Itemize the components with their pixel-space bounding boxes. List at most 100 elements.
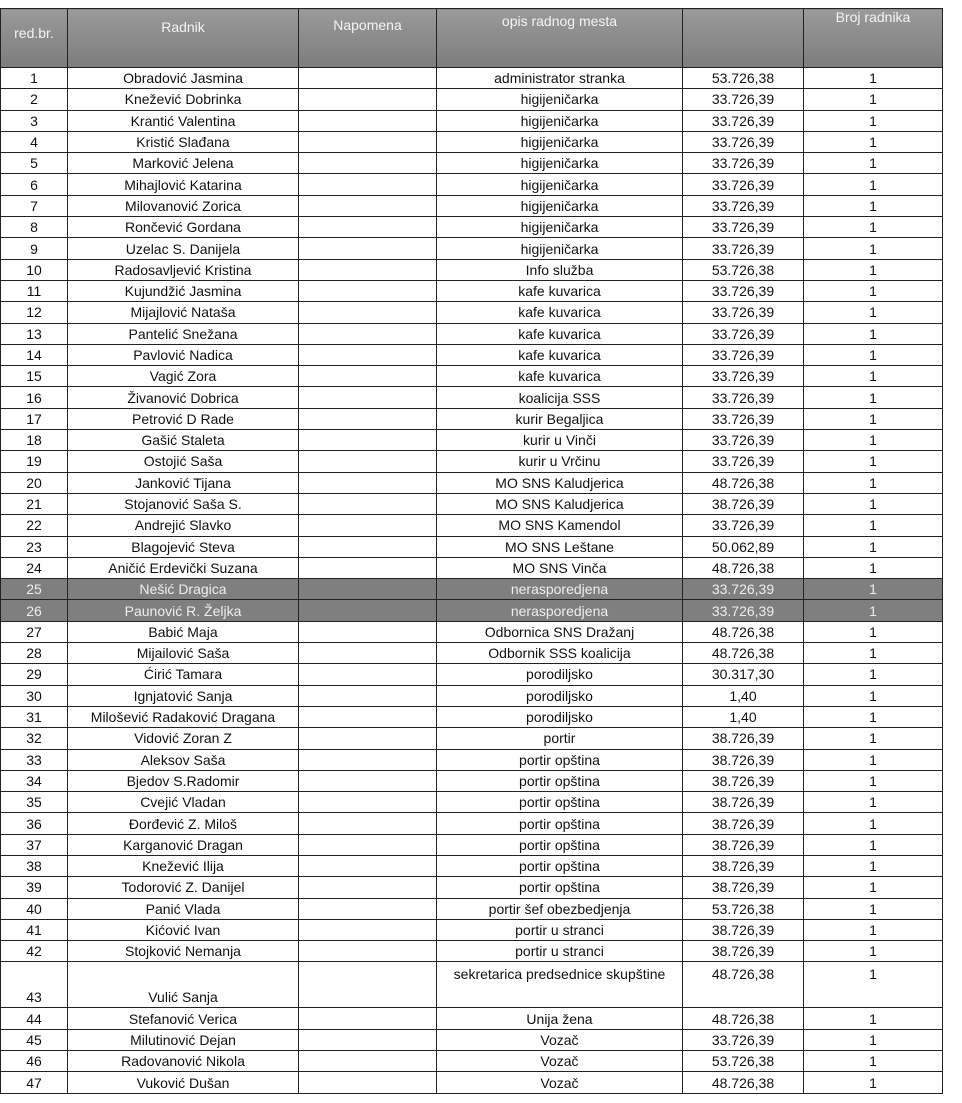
cell-note <box>298 109 437 132</box>
table-row: 40 Panić Vlada portir šef obezbedjenja 53.7… <box>0 897 943 920</box>
cell-count: 1 <box>803 642 943 665</box>
cell-name: Petrović D Rade <box>67 407 299 431</box>
cell-note <box>298 386 437 409</box>
cell-no: 21 <box>0 492 68 516</box>
cell-desc: kafe kuvarica <box>436 322 683 345</box>
table-row: 2 Knežević Dobrinka higijeničarka 33.726,39… <box>0 88 943 111</box>
cell-amount: 53.726,38 <box>682 66 804 90</box>
cell-name: Knežević Dobrinka <box>67 88 299 111</box>
cell-desc: kafe kuvarica <box>436 365 683 388</box>
cell-name: Ignjatović Sanja <box>67 684 299 707</box>
cell-count: 1 <box>803 343 943 367</box>
cell-no: 43 <box>0 961 68 1009</box>
cell-no: 38 <box>0 854 68 878</box>
cell-desc: Info služba <box>436 258 683 281</box>
cell-note <box>298 791 437 814</box>
cell-note <box>298 1007 437 1030</box>
cell-name: Uzelac S. Danijela <box>67 237 299 260</box>
cell-no: 15 <box>0 365 68 388</box>
cell-amount: 33.726,39 <box>682 1028 804 1052</box>
table-row: 20 Janković Tijana MO SNS Kaludjerica 48.72… <box>0 471 943 494</box>
cell-name: Milošević Radaković Dragana <box>67 705 299 729</box>
header-note: Napomena <box>298 8 437 68</box>
cell-amount: 33.726,39 <box>682 279 804 303</box>
cell-no: 24 <box>0 556 68 580</box>
cell-note <box>298 514 437 537</box>
table-row: 36 Đorđević Z. Miloš portir opština 38.726,… <box>0 812 943 835</box>
cell-no: 27 <box>0 620 68 644</box>
table-row: 37 Karganović Dragan portir opština 38.726,… <box>0 833 943 856</box>
cell-amount: 33.726,39 <box>682 429 804 452</box>
cell-count: 1 <box>803 237 943 260</box>
cell-count: 1 <box>803 897 943 920</box>
cell-no: 1 <box>0 66 68 90</box>
cell-count: 1 <box>803 876 943 899</box>
table-row: 30 Ignjatović Sanja porodiljsko 1,40 1 <box>0 684 943 707</box>
cell-name: Bjedov S.Radomir <box>67 769 299 793</box>
cell-note <box>298 1050 437 1073</box>
cell-no: 45 <box>0 1028 68 1052</box>
table-row: 47 Vuković Dušan Vozač 48.726,38 1 <box>0 1071 943 1094</box>
cell-no: 31 <box>0 705 68 729</box>
cell-amount: 33.726,39 <box>682 216 804 239</box>
cell-amount: 33.726,39 <box>682 109 804 132</box>
cell-no: 34 <box>0 769 68 793</box>
table-row: 9 Uzelac S. Danijela higijeničarka 33.726,3… <box>0 237 943 260</box>
cell-no: 35 <box>0 791 68 814</box>
table-row: 13 Pantelić Snežana kafe kuvarica 33.726,39… <box>0 322 943 345</box>
cell-desc: portir opština <box>436 812 683 835</box>
cell-count: 1 <box>803 599 943 622</box>
cell-note <box>298 471 437 494</box>
cell-count: 1 <box>803 769 943 793</box>
cell-desc: Vozač <box>436 1071 683 1094</box>
table-row: 23 Blagojević Steva MO SNS Leštane 50.062,8… <box>0 535 943 558</box>
cell-no: 41 <box>0 918 68 942</box>
cell-desc: administrator stranka <box>436 66 683 90</box>
cell-count: 1 <box>803 535 943 558</box>
cell-desc: portir šef obezbedjenja <box>436 897 683 920</box>
cell-no: 28 <box>0 642 68 665</box>
cell-count: 1 <box>803 152 943 175</box>
table-row: 32 Vidović Zoran Z portir 38.726,39 1 <box>0 727 943 750</box>
cell-count: 1 <box>803 66 943 90</box>
cell-count: 1 <box>803 88 943 111</box>
cell-note <box>298 322 437 345</box>
cell-note <box>298 130 437 154</box>
cell-no: 44 <box>0 1007 68 1030</box>
cell-count: 1 <box>803 748 943 771</box>
cell-count: 1 <box>803 578 943 601</box>
cell-note <box>298 854 437 878</box>
table-row: 16 Živanović Dobrica koalicija SSS 33.726,3… <box>0 386 943 409</box>
cell-amount: 33.726,39 <box>682 450 804 473</box>
cell-name: Babić Maja <box>67 620 299 644</box>
cell-no: 42 <box>0 940 68 963</box>
cell-count: 1 <box>803 471 943 494</box>
cell-desc: Vozač <box>436 1050 683 1073</box>
table-row: 44 Stefanović Verica Unija žena 48.726,38 1 <box>0 1007 943 1030</box>
cell-count: 1 <box>803 216 943 239</box>
cell-amount: 38.726,39 <box>682 492 804 516</box>
cell-name: Nešić Dragica <box>67 578 299 601</box>
cell-amount: 53.726,38 <box>682 258 804 281</box>
cell-note <box>298 897 437 920</box>
table-body: 1 Obradović Jasmina administrator stranka 5… <box>0 66 943 1094</box>
table-row: 14 Pavlović Nadica kafe kuvarica 33.726,39 1 <box>0 343 943 367</box>
cell-desc: Unija žena <box>436 1007 683 1030</box>
table-row: 3 Krantić Valentina higijeničarka 33.726,39… <box>0 109 943 132</box>
table-row: 21 Stojanović Saša S. MO SNS Kaludjerica 38… <box>0 492 943 516</box>
header-count: Broj radnika <box>803 8 943 68</box>
cell-no: 22 <box>0 514 68 537</box>
table-row: 8 Rončević Gordana higijeničarka 33.726,39 1 <box>0 216 943 239</box>
cell-note <box>298 727 437 750</box>
cell-amount: 48.726,38 <box>682 620 804 644</box>
cell-note <box>298 769 437 793</box>
cell-desc: MO SNS Kaludjerica <box>436 471 683 494</box>
cell-desc: kafe kuvarica <box>436 279 683 303</box>
table-row: 4 Kristić Slađana higijeničarka 33.726,39 1 <box>0 130 943 154</box>
cell-amount: 1,40 <box>682 684 804 707</box>
cell-desc: sekretarica predsednice skupštine <box>436 961 683 1009</box>
cell-no: 8 <box>0 216 68 239</box>
cell-count: 1 <box>803 386 943 409</box>
cell-amount: 1,40 <box>682 705 804 729</box>
cell-note <box>298 343 437 367</box>
